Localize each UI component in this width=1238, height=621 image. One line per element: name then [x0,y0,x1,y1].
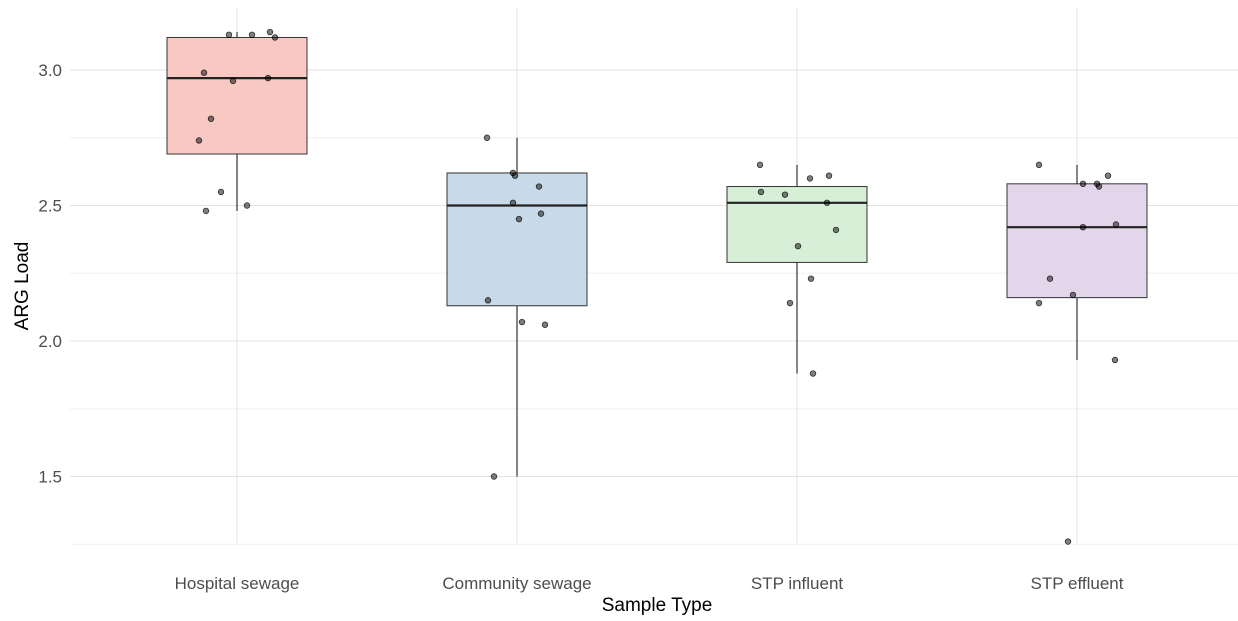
data-point [1104,172,1112,179]
data-point [484,297,492,304]
data-point [229,77,237,85]
axes: 1.5 2.0 2.5 3.0 Hospital sewage Community sew… [38,61,1123,593]
data-point [823,199,831,206]
box-body [446,172,588,307]
data-point [1064,538,1072,545]
data-point [806,175,814,182]
data-point [1079,180,1087,188]
x-tick-label: Hospital sewage [175,574,300,593]
data-point [1035,299,1043,307]
y-tick-label: 1.5 [38,468,62,487]
data-point [541,321,549,328]
data-point [248,31,256,38]
data-point [509,199,517,206]
data-point [1046,275,1054,282]
data-point [794,242,802,250]
data-point [511,172,519,179]
data-point [515,215,523,223]
x-tick-label: STP influent [751,574,844,593]
points [195,28,1120,545]
data-point [757,188,765,196]
data-point [225,31,233,38]
data-point [832,226,840,234]
data-point [207,115,215,122]
y-tick-label: 2.0 [38,332,62,351]
y-tick-label: 3.0 [38,61,62,80]
data-point [483,134,491,141]
data-point [825,172,833,179]
data-point [1095,183,1103,190]
data-point [490,473,498,480]
box-3 [726,164,868,374]
data-point [243,202,251,209]
y-axis-title: ARG Load [12,242,33,331]
data-point [271,34,279,41]
data-point [195,137,203,144]
data-point [537,210,545,217]
data-point [202,207,210,215]
data-point [535,183,543,190]
data-point [1069,291,1077,299]
data-point [809,370,817,377]
data-point [807,275,815,282]
box-body [726,186,868,263]
data-point [518,318,526,326]
box-1 [166,32,308,211]
data-point [217,188,225,196]
data-point [781,191,789,198]
boxes [166,32,1148,477]
box-2 [446,137,588,477]
data-point [1112,221,1120,228]
data-point [1111,356,1119,364]
box-body [1006,183,1148,299]
x-tick-label: Community sewage [442,574,591,593]
data-point [756,161,764,169]
x-axis-title: Sample Type [602,595,713,616]
data-point [266,28,274,36]
y-tick-label: 2.5 [38,197,62,216]
data-point [1035,161,1043,169]
data-point [786,299,794,307]
x-tick-label: STP effluent [1031,574,1124,593]
data-point [1079,223,1087,231]
box-body [166,36,308,155]
box-4 [1006,164,1148,360]
data-point [264,74,272,82]
data-point [200,69,208,76]
